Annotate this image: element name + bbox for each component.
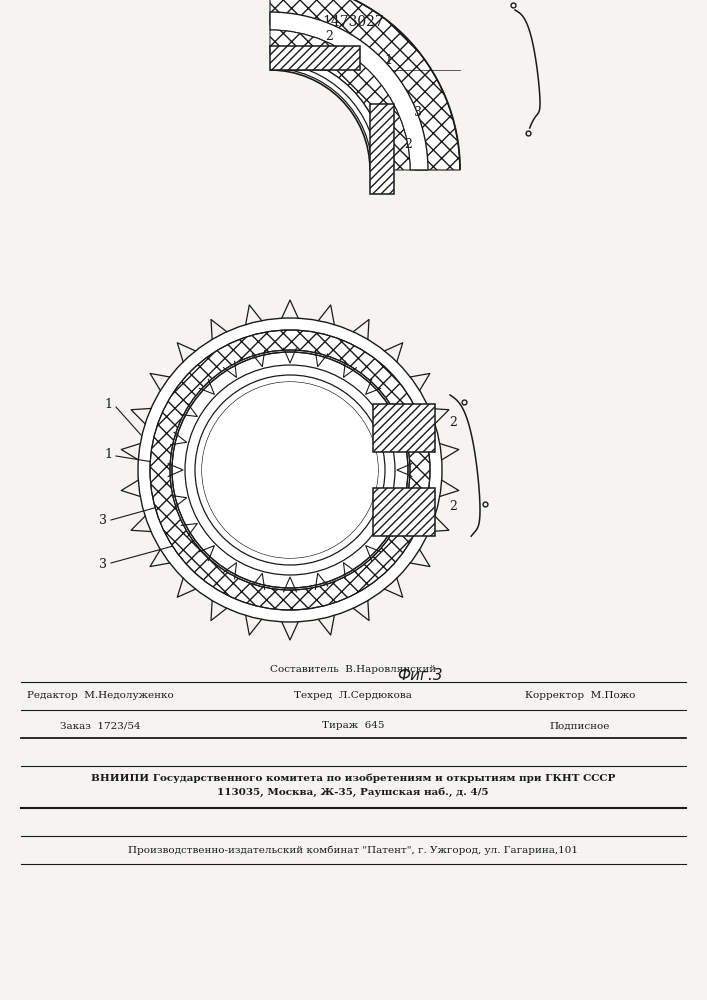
- Text: Подписное: Подписное: [550, 722, 610, 730]
- Text: 1: 1: [104, 398, 112, 412]
- Text: 2: 2: [449, 500, 457, 514]
- Text: Производственно-издательский комбинат "Патент", г. Ужгород, ул. Гагарина,101: Производственно-издательский комбинат "П…: [128, 845, 578, 855]
- Text: Фиг.2: Фиг.2: [287, 390, 333, 406]
- Text: Заказ  1723/54: Заказ 1723/54: [59, 722, 140, 730]
- Wedge shape: [270, 0, 460, 170]
- Bar: [370, 104, 394, 194]
- Text: 3: 3: [99, 558, 107, 572]
- Bar: [270, 46, 360, 70]
- Text: Фиг.3: Фиг.3: [397, 668, 443, 682]
- Text: 3: 3: [99, 514, 107, 526]
- Circle shape: [138, 318, 442, 622]
- Wedge shape: [270, 0, 460, 170]
- Text: 2: 2: [404, 138, 412, 151]
- Wedge shape: [150, 330, 430, 610]
- Circle shape: [172, 352, 408, 588]
- Text: 1: 1: [104, 448, 112, 462]
- Text: 1473027: 1473027: [322, 15, 384, 29]
- Text: 1: 1: [384, 53, 392, 66]
- Circle shape: [115, 295, 465, 645]
- Text: 2: 2: [449, 416, 457, 430]
- Text: 113035, Москва, Ж-35, Раушская наб., д. 4/5: 113035, Москва, Ж-35, Раушская наб., д. …: [217, 787, 489, 797]
- Text: 3: 3: [414, 105, 422, 118]
- Text: Корректор  М.Пожо: Корректор М.Пожо: [525, 692, 635, 700]
- Text: Тираж  645: Тираж 645: [322, 722, 384, 730]
- Text: Составитель  В.Наровлянский: Составитель В.Наровлянский: [270, 666, 436, 674]
- Wedge shape: [270, 12, 428, 170]
- Text: Техред  Л.Сердюкова: Техред Л.Сердюкова: [294, 692, 412, 700]
- Text: Редактор  М.Недолуженко: Редактор М.Недолуженко: [27, 692, 173, 700]
- Wedge shape: [270, 30, 410, 170]
- Text: 2: 2: [325, 29, 333, 42]
- Bar: [373, 404, 435, 452]
- Bar: [373, 488, 435, 536]
- Circle shape: [202, 382, 378, 558]
- Text: ВНИИПИ Государственного комитета по изобретениям и открытиям при ГКНТ СССР: ВНИИПИ Государственного комитета по изоб…: [90, 773, 615, 783]
